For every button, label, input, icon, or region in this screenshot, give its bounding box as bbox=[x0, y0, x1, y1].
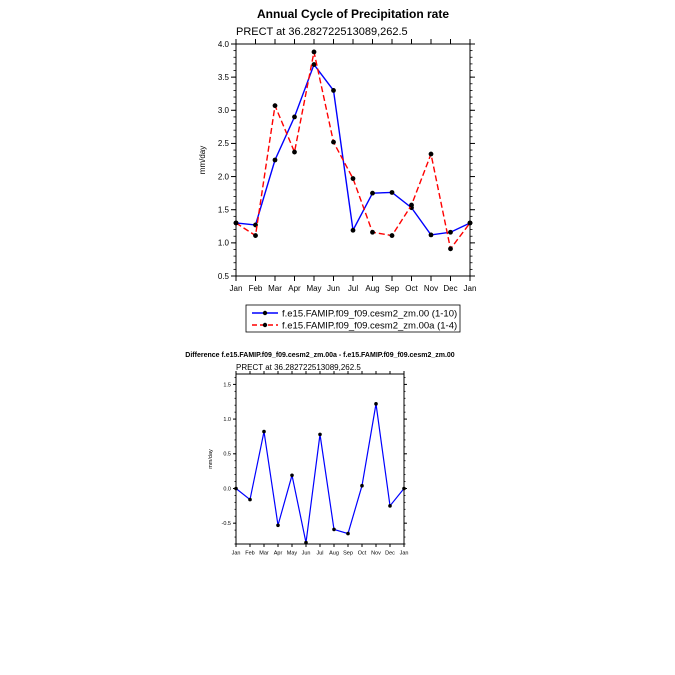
y-tick-label: 3.5 bbox=[218, 73, 230, 82]
x-tick-label: Jun bbox=[327, 284, 340, 293]
data-point bbox=[448, 246, 453, 252]
data-point bbox=[350, 227, 356, 233]
legend-label: f.e15.FAMIP.f09_f09.cesm2_zm.00a (1-4) bbox=[282, 321, 457, 332]
y-tick-label: 4.0 bbox=[218, 40, 230, 49]
data-point bbox=[253, 233, 258, 238]
x-tick-label: Apr bbox=[274, 551, 283, 557]
data-point bbox=[370, 229, 375, 235]
data-point bbox=[428, 232, 434, 238]
data-point bbox=[248, 497, 252, 502]
x-tick-label: Apr bbox=[288, 284, 301, 293]
y-tick-label: 0.5 bbox=[223, 452, 231, 458]
x-tick-label: Sep bbox=[343, 551, 353, 557]
x-tick-label: Nov bbox=[424, 284, 438, 293]
x-tick-label: Dec bbox=[443, 284, 457, 293]
plot-frame bbox=[235, 43, 471, 277]
y-tick-label: 1.0 bbox=[218, 239, 230, 248]
y-tick-label: 1.5 bbox=[223, 382, 231, 388]
x-tick-label: Mar bbox=[268, 284, 282, 293]
x-tick-label: Aug bbox=[329, 551, 339, 557]
data-point bbox=[389, 233, 395, 238]
data-point bbox=[448, 229, 453, 235]
y-tick-label: 1.0 bbox=[223, 417, 231, 423]
data-point bbox=[233, 220, 239, 226]
x-tick-label: Jan bbox=[232, 551, 241, 557]
data-point bbox=[350, 176, 356, 181]
data-point bbox=[332, 527, 336, 532]
y-tick-label: 0.0 bbox=[223, 486, 231, 492]
data-point bbox=[370, 190, 375, 196]
x-tick-label: Mar bbox=[259, 551, 269, 557]
data-point bbox=[467, 220, 473, 226]
x-tick-label: Nov bbox=[371, 551, 381, 557]
x-tick-label: Oct bbox=[405, 284, 418, 293]
x-tick-label: Oct bbox=[358, 551, 367, 557]
series-line bbox=[235, 63, 471, 236]
y-tick-label: 2.0 bbox=[218, 172, 230, 181]
data-point bbox=[388, 504, 392, 508]
data-point bbox=[331, 88, 336, 93]
legend-marker bbox=[262, 310, 268, 316]
data-point bbox=[318, 432, 322, 437]
y-axis-label: mm/day bbox=[208, 449, 214, 469]
data-point bbox=[276, 523, 280, 528]
legend-marker bbox=[262, 322, 268, 328]
data-point bbox=[360, 483, 364, 488]
series-line bbox=[235, 403, 405, 543]
data-point bbox=[311, 49, 317, 55]
data-point bbox=[262, 429, 266, 434]
x-tick-label: Dec bbox=[385, 551, 395, 557]
x-tick-label: Aug bbox=[365, 284, 379, 293]
data-point bbox=[272, 103, 278, 109]
data-point bbox=[234, 486, 238, 491]
y-tick-label: 3.0 bbox=[218, 106, 230, 115]
plot-frame bbox=[235, 373, 405, 545]
data-point bbox=[389, 190, 395, 195]
y-tick-label: 2.5 bbox=[218, 139, 230, 148]
data-point bbox=[304, 540, 308, 545]
data-point bbox=[292, 114, 297, 120]
y-tick-label: 0.5 bbox=[218, 272, 230, 281]
data-point bbox=[374, 402, 378, 406]
data-point bbox=[331, 139, 336, 145]
x-tick-label: May bbox=[287, 551, 298, 557]
data-point bbox=[346, 531, 350, 536]
x-tick-label: Jan bbox=[400, 551, 409, 557]
chart-subtitle: PRECT at 36.282722513089,262.5 bbox=[236, 26, 408, 38]
data-point bbox=[409, 202, 414, 208]
difference-chart: Difference f.e15.FAMIP.f09_f09.cesm2_zm.… bbox=[185, 352, 454, 557]
x-tick-label: Feb bbox=[245, 551, 254, 557]
x-tick-label: Feb bbox=[249, 284, 263, 293]
y-axis-label: mm/day bbox=[198, 146, 207, 174]
y-tick-label: -0.5 bbox=[222, 521, 231, 527]
legend-label: f.e15.FAMIP.f09_f09.cesm2_zm.00 (1-10) bbox=[282, 309, 457, 320]
x-tick-label: Jul bbox=[316, 551, 323, 557]
data-point bbox=[428, 151, 434, 157]
x-tick-label: Jul bbox=[348, 284, 358, 293]
legend-box bbox=[245, 304, 461, 333]
data-point bbox=[311, 62, 317, 67]
annual-cycle-chart: Annual Cycle of Precipitation rate PRECT … bbox=[198, 7, 476, 293]
data-point bbox=[272, 157, 278, 163]
x-tick-label: Jan bbox=[464, 284, 477, 293]
chart-subtitle: PRECT at 36.282722513089,262.5 bbox=[236, 363, 361, 372]
y-tick-label: 1.5 bbox=[218, 206, 230, 215]
legend: f.e15.FAMIP.f09_f09.cesm2_zm.00 (1-10)f.… bbox=[245, 304, 461, 333]
x-tick-label: May bbox=[306, 284, 321, 293]
chart-title: Annual Cycle of Precipitation rate bbox=[257, 7, 449, 21]
x-tick-label: Sep bbox=[385, 284, 400, 293]
chart-title: Difference f.e15.FAMIP.f09_f09.cesm2_zm.… bbox=[185, 352, 454, 359]
data-point bbox=[402, 486, 406, 491]
x-tick-label: Jun bbox=[302, 551, 311, 557]
series-line bbox=[235, 51, 471, 251]
data-point bbox=[292, 149, 297, 155]
x-tick-label: Jan bbox=[230, 284, 243, 293]
data-point bbox=[290, 473, 294, 478]
